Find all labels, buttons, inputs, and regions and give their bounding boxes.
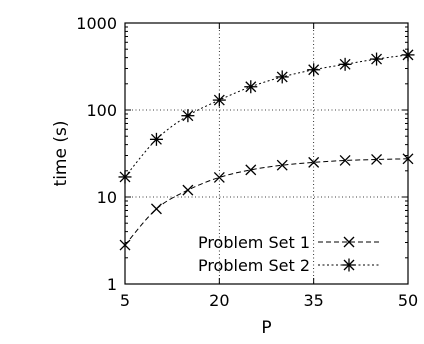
data-point <box>275 70 289 84</box>
marker-stroke <box>276 159 288 171</box>
x-tick-label: 50 <box>398 291 418 310</box>
data-point <box>343 236 355 248</box>
data-point <box>402 153 414 165</box>
y-tick-label: 100 <box>86 101 117 120</box>
y-tick-label: 10 <box>97 188 117 207</box>
y-tick-label: 1 <box>107 275 117 294</box>
data-point <box>339 155 351 166</box>
data-point <box>150 203 162 215</box>
data-point <box>276 159 288 171</box>
series-line <box>124 54 409 178</box>
data-point <box>401 48 415 62</box>
legend-label: Problem Set 1 <box>198 233 310 252</box>
x-axis-label: P <box>261 318 271 338</box>
data-point <box>213 171 225 183</box>
marker-stroke <box>119 239 131 251</box>
marker-stroke <box>182 184 194 196</box>
data-point <box>118 170 132 184</box>
data-point <box>342 258 356 272</box>
y-tick-label: 1000 <box>76 14 117 33</box>
data-point <box>212 93 226 107</box>
data-point <box>307 63 321 77</box>
data-point <box>338 57 352 71</box>
marker-stroke <box>308 156 320 168</box>
marker-stroke <box>339 155 351 166</box>
x-tick-label: 35 <box>303 291 323 310</box>
legend-entry: Problem Set 1 <box>198 233 380 252</box>
series-group <box>118 48 415 251</box>
data-point <box>182 184 194 196</box>
series-line <box>124 158 409 246</box>
data-point <box>119 239 131 251</box>
data-point <box>181 109 195 123</box>
marker-stroke <box>213 171 225 183</box>
data-point <box>308 156 320 168</box>
y-tick-labels: 1 10 100 1000 <box>76 14 117 294</box>
x-tick-labels: 5 20 35 50 <box>120 291 418 310</box>
marker-stroke <box>343 236 355 248</box>
y-axis-label: time (s) <box>51 121 71 187</box>
marker-stroke <box>371 154 383 165</box>
data-point <box>244 80 258 94</box>
legend-label: Problem Set 2 <box>198 256 310 275</box>
data-point <box>370 52 384 66</box>
series-1 <box>119 153 414 251</box>
marker-stroke <box>245 164 257 176</box>
x-tick-label: 20 <box>209 291 229 310</box>
marker-stroke <box>150 203 162 215</box>
tick-marks <box>124 22 409 285</box>
series-2 <box>118 48 415 184</box>
x-tick-label: 5 <box>120 291 130 310</box>
plot-frame <box>124 22 409 285</box>
data-point <box>245 164 257 176</box>
legend-entry: Problem Set 2 <box>198 256 380 275</box>
marker-stroke <box>402 153 414 165</box>
data-point <box>149 132 163 146</box>
data-point <box>371 154 383 165</box>
legend: Problem Set 1 Problem Set 2 <box>198 233 380 275</box>
grid-lines <box>125 23 408 284</box>
